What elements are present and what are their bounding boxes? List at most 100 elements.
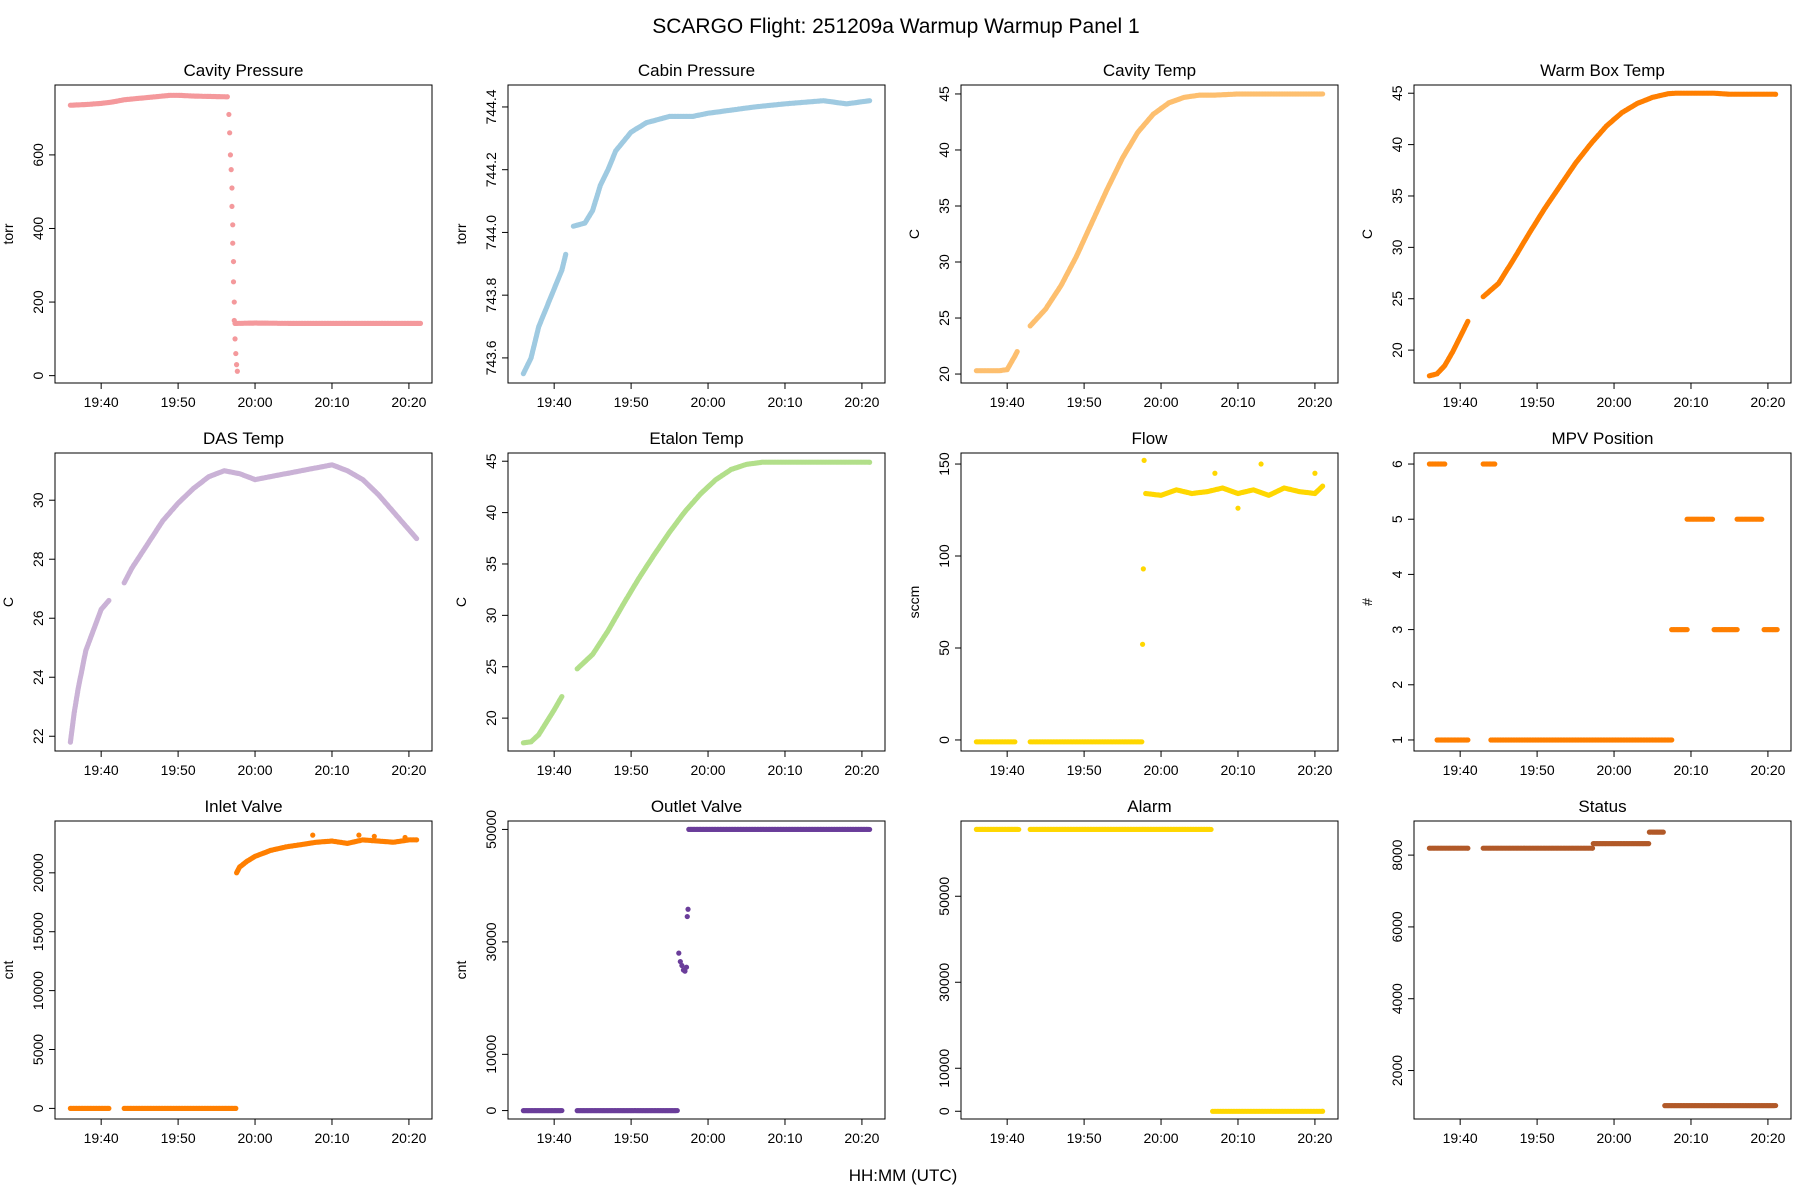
y-axis-label: C [453, 597, 469, 607]
data-point [677, 958, 683, 965]
y-tick-label: 5 [1389, 515, 1405, 523]
x-tick-label: 20:20 [391, 394, 426, 410]
y-tick-label: 6000 [1389, 911, 1405, 942]
x-tick-label: 20:00 [238, 762, 273, 778]
series-jump [1139, 457, 1147, 647]
y-tick-label: 743.6 [483, 340, 499, 375]
series-pos3b [1711, 626, 1740, 633]
y-axis-label: C [906, 229, 922, 239]
plot-frame [1413, 820, 1792, 1120]
y-tick-label: 10000 [936, 1049, 952, 1088]
x-tick-label: 20:00 [1144, 1130, 1179, 1146]
data-point [414, 837, 420, 843]
panel-title: Cabin Pressure [638, 61, 755, 80]
panel-status: Status 19:40 19:50 20:00 20:10 20:20 2000 4000 6… [1389, 797, 1792, 1146]
data-point [1774, 626, 1780, 633]
panel-mpv-position: MPV Position 19:40 19:50 20:00 20:10 20:20 1 2 3… [1359, 429, 1792, 778]
y-tick-label: 30 [1389, 239, 1405, 255]
panel-cavity-pressure: Cavity Pressure 19:40 19:50 20:00 20:10 20:20… [0, 61, 433, 410]
plot-frame [54, 452, 433, 752]
data-point [559, 693, 565, 700]
data-point [676, 950, 682, 956]
y-tick-label: 35 [936, 198, 952, 214]
data-point [1312, 470, 1318, 476]
data-point [310, 832, 316, 838]
data-point [1320, 483, 1326, 489]
x-tick-label: 19:50 [1067, 394, 1102, 410]
data-point [1773, 91, 1779, 97]
data-point [559, 1107, 565, 1114]
panel-title: Cavity Temp [1103, 61, 1196, 80]
plot-frame [507, 84, 886, 384]
data-point [1709, 516, 1716, 522]
x-tick-label: 19:50 [614, 1130, 649, 1146]
data-point [106, 597, 112, 604]
series-part1 [520, 251, 569, 377]
x-tick-label: 20:20 [391, 1130, 426, 1146]
plot-frame [507, 452, 886, 752]
x-tick-label: 20:20 [844, 762, 879, 778]
data-point [233, 362, 240, 368]
y-axis-label: torr [453, 223, 469, 244]
x-tick-label: 20:10 [314, 762, 349, 778]
y-tick-label: 50000 [936, 877, 952, 916]
series-high [686, 826, 873, 833]
x-tick-label: 20:20 [1297, 1130, 1332, 1146]
y-tick-label: 30 [936, 254, 952, 270]
x-tick-label: 20:00 [691, 394, 726, 410]
y-tick-label: 0 [936, 736, 952, 744]
y-tick-label: 25 [936, 310, 952, 326]
data-point [1684, 626, 1690, 633]
y-tick-label: 30 [30, 492, 46, 508]
series-part2 [574, 459, 873, 672]
x-tick-label: 20:00 [238, 1130, 273, 1146]
y-tick-label: 0 [483, 1106, 499, 1114]
y-tick-label: 25 [1389, 291, 1405, 307]
y-tick-label: 600 [30, 143, 46, 167]
series-high1 [973, 826, 1022, 833]
data-point [1660, 829, 1666, 835]
series-part2 [570, 98, 873, 229]
x-tick-label: 19:50 [1520, 394, 1555, 410]
x-tick-label: 19:40 [1443, 394, 1478, 410]
data-point [1258, 461, 1264, 467]
data-point [867, 98, 873, 104]
y-tick-label: 40 [1389, 137, 1405, 153]
data-point [233, 350, 239, 357]
y-tick-label: 5000 [30, 1034, 46, 1065]
series-s4 [1646, 829, 1666, 835]
x-tick-label: 20:20 [844, 394, 879, 410]
y-tick-label: 0 [30, 372, 46, 380]
x-tick-label: 20:00 [691, 762, 726, 778]
x-tick-label: 19:40 [990, 1130, 1025, 1146]
y-tick-label: 4 [1389, 570, 1405, 578]
data-point [1016, 826, 1022, 833]
x-tick-label: 19:50 [614, 762, 649, 778]
series-s5 [1662, 1102, 1779, 1109]
x-tick-label: 20:20 [1750, 762, 1785, 778]
x-tick-label: 20:10 [1220, 762, 1255, 778]
x-tick-label: 20:20 [1297, 394, 1332, 410]
figure-title: SCARGO Flight: 251209a Warmup Warmup Pan… [652, 15, 1139, 38]
y-tick-label: 744.4 [483, 89, 499, 124]
y-tick-label: 50 [936, 640, 952, 656]
data-point [1235, 505, 1241, 511]
series-rise [234, 837, 420, 876]
data-point [233, 1105, 239, 1111]
data-point [674, 1107, 680, 1114]
panel-title: Cavity Pressure [184, 61, 304, 80]
x-tick-label: 19:40 [84, 394, 119, 410]
x-tick-label: 20:10 [1673, 762, 1708, 778]
data-point [106, 1105, 112, 1111]
data-point [1465, 845, 1471, 851]
x-tick-label: 20:00 [691, 1130, 726, 1146]
plot-frame [507, 820, 886, 1120]
panel-title: Etalon Temp [649, 429, 743, 448]
y-tick-label: 45 [483, 453, 499, 469]
data-point [867, 459, 873, 465]
x-tick-label: 19:50 [1520, 1130, 1555, 1146]
data-point [1669, 737, 1675, 743]
data-point [226, 111, 232, 118]
x-tick-label: 20:20 [391, 762, 426, 778]
panel-flow: Flow 19:40 19:50 20:00 20:10 20:20 0 50 100 150 sc… [906, 429, 1339, 778]
